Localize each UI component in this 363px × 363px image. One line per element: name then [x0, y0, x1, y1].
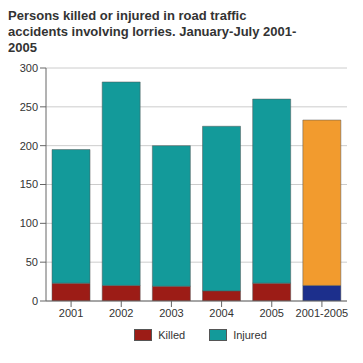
- svg-text:50: 50: [26, 256, 38, 268]
- svg-text:300: 300: [20, 62, 38, 74]
- svg-text:2004: 2004: [209, 307, 233, 319]
- svg-text:100: 100: [20, 217, 38, 229]
- svg-text:2003: 2003: [159, 307, 183, 319]
- svg-text:2002: 2002: [109, 307, 133, 319]
- svg-text:2005: 2005: [260, 307, 284, 319]
- svg-text:0: 0: [32, 295, 38, 307]
- svg-text:200: 200: [20, 140, 38, 152]
- html-text:Injured: Injured: [233, 329, 267, 341]
- svg-text:2001: 2001: [59, 307, 83, 319]
- svg-text:250: 250: [20, 101, 38, 113]
- svg-text:150: 150: [20, 178, 38, 190]
- html-text:Persons killed or injured in r: Persons killed or injured in road traffi…: [8, 8, 297, 55]
- html-text:Killed: Killed: [158, 329, 186, 341]
- svg-text:2001-2005: 2001-2005: [296, 307, 349, 319]
